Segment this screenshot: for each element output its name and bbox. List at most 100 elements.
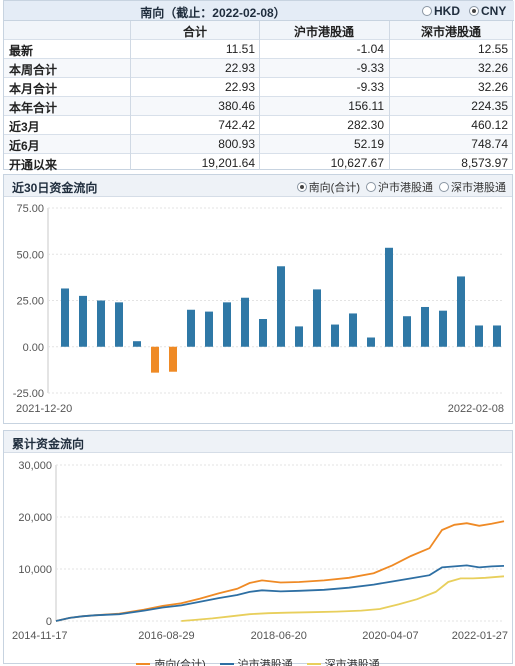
cell-shenzhen: 8,573.97: [461, 156, 508, 170]
cell-shenzhen: 748.74: [471, 137, 508, 151]
bar: [439, 310, 447, 347]
currency-option-hkd[interactable]: HKD: [422, 4, 460, 18]
x-tick-label: 2016-08-29: [138, 630, 194, 642]
table-row: 本周合计 22.93 -9.33 32.26: [4, 59, 512, 78]
radio-icon: [366, 182, 376, 192]
option-shenzhen[interactable]: 深市港股通: [439, 179, 506, 195]
option-label: 深市港股通: [451, 182, 506, 194]
x-tick-label: 2020-04-07: [362, 630, 418, 642]
cell-total: 11.51: [225, 42, 255, 56]
table-row: 最新 11.51 -1.04 12.55: [4, 40, 512, 59]
column-header-shenzhen: 深市港股通: [420, 25, 481, 39]
cell-total: 22.93: [224, 80, 255, 94]
bar: [331, 324, 339, 347]
table-row: 近3月 742.42 282.30 460.12: [4, 116, 512, 135]
currency-option-cny[interactable]: CNY: [469, 4, 506, 18]
bar: [295, 326, 303, 347]
bar: [475, 325, 483, 347]
bar: [277, 266, 285, 347]
cell-total: 380.46: [218, 99, 255, 113]
cell-shanghai: -9.33: [356, 80, 384, 94]
bar: [79, 295, 87, 347]
bar: [115, 302, 123, 347]
cell-shanghai: 156.11: [348, 99, 384, 113]
legend-item-shanghai[interactable]: 沪市港股通: [219, 656, 293, 666]
cumulative-legend: 南向(合计) 沪市港股通 深市港股通: [4, 656, 512, 666]
currency-label-cny: CNY: [481, 4, 507, 18]
x-tick-label: 2021-12-20: [16, 403, 72, 415]
cell-shanghai: -9.33: [356, 61, 384, 75]
column-divider: [130, 21, 131, 170]
x-tick-label: 2014-11-17: [12, 630, 67, 642]
bar: [241, 297, 249, 347]
bar: [457, 276, 465, 347]
row-label: 近3月: [9, 120, 40, 134]
row-label: 本周合计: [9, 63, 58, 77]
y-tick-label: 0: [46, 616, 52, 628]
cumulative-line-chart: 30,000 20,000 10,000 0 2014-11-17 2016-08-29 2…: [12, 460, 508, 642]
row-label: 最新: [9, 44, 34, 58]
bar: [493, 325, 501, 347]
cell-shanghai: -1.04: [356, 42, 384, 56]
radio-icon: [422, 6, 432, 16]
flow30-series-selector: 南向(合计) 沪市港股通 深市港股通: [296, 179, 506, 195]
cell-shanghai: 10,627.67: [330, 156, 384, 170]
bar: [385, 247, 393, 347]
table-row: 开通以来 19,201.64 10,627.67 8,573.97: [4, 154, 512, 173]
legend-label: 深市港股通: [324, 659, 380, 666]
y-tick-label: 0.00: [23, 342, 44, 354]
currency-label-hkd: HKD: [434, 4, 460, 18]
row-label: 本月合计: [9, 82, 58, 96]
row-label: 近6月: [9, 139, 40, 153]
bar: [97, 300, 105, 347]
option-label: 南向(合计): [308, 182, 360, 194]
table-header-row: 合计 沪市港股通 深市港股通: [4, 21, 512, 40]
option-shanghai[interactable]: 沪市港股通: [366, 179, 433, 195]
table-row: 近6月 800.93 52.19 748.74: [4, 135, 512, 154]
column-divider: [259, 21, 260, 170]
y-tick-label: 25.00: [16, 296, 44, 308]
y-tick-label: -25.00: [13, 388, 44, 400]
table-row: 本年合计 380.46 156.11 224.35: [4, 97, 512, 116]
bar: [367, 337, 375, 347]
bar: [421, 306, 429, 347]
cell-shenzhen: 32.26: [477, 61, 508, 75]
bar: [187, 309, 195, 347]
cell-shenzhen: 12.55: [477, 42, 508, 56]
option-label: 沪市港股通: [378, 182, 433, 194]
bar: [61, 288, 69, 347]
y-tick-label: 20,000: [18, 512, 52, 524]
x-tick-label: 2018-06-20: [251, 630, 307, 642]
cell-shanghai: 52.19: [353, 137, 384, 151]
flow30-bar-chart: 75.00 50.00 25.00 0.00 -25.00 2021-12-20 2022-…: [13, 203, 504, 415]
option-total[interactable]: 南向(合计): [296, 179, 360, 195]
x-tick-label: 2022-01-27: [452, 630, 508, 642]
radio-selected-icon: [469, 6, 479, 16]
bar: [313, 289, 321, 347]
summary-header: 南向（截止：2022-02-08） HKD CNY: [4, 1, 514, 21]
legend-label: 沪市港股通: [237, 659, 293, 666]
legend-label: 南向(合计): [154, 659, 206, 666]
series-line: [55, 564, 505, 622]
bar: [169, 346, 177, 372]
cell-shenzhen: 32.26: [477, 80, 508, 94]
cell-total: 22.93: [224, 61, 255, 75]
cell-total: 800.93: [218, 137, 255, 151]
bar: [259, 319, 267, 347]
legend-item-total[interactable]: 南向(合计): [136, 656, 206, 666]
bar: [151, 346, 159, 373]
summary-title: 南向（截止：2022-02-08）: [140, 6, 286, 20]
legend-item-shenzhen[interactable]: 深市港股通: [306, 656, 380, 666]
legend-swatch: [306, 663, 321, 665]
row-label: 本年合计: [9, 101, 58, 115]
cell-shenzhen: 224.35: [471, 99, 508, 113]
bar: [205, 311, 213, 347]
y-tick-label: 10,000: [18, 564, 52, 576]
y-tick-label: 50.00: [16, 249, 44, 261]
y-tick-label: 75.00: [16, 203, 44, 215]
bar: [133, 341, 141, 347]
table-row: 本月合计 22.93 -9.33 32.26: [4, 78, 512, 97]
column-header-total: 合计: [182, 25, 207, 39]
bar: [349, 313, 357, 347]
radio-selected-icon: [296, 182, 307, 192]
